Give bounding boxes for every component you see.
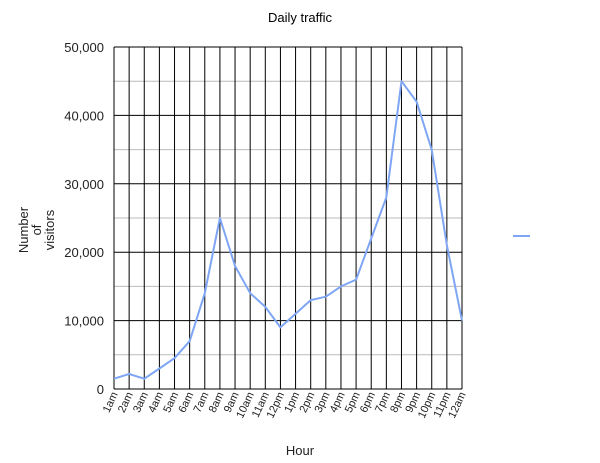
y-tick-label: 10,000 bbox=[64, 314, 104, 329]
y-tick-label: 40,000 bbox=[64, 108, 104, 123]
y-tick-label: 20,000 bbox=[64, 245, 104, 260]
y-axis-label-line: visitors bbox=[42, 209, 57, 250]
y-tick-label: 0 bbox=[97, 382, 104, 397]
y-axis-ticks: 0 10,000 20,000 30,000 40,000 50,000 bbox=[64, 40, 104, 397]
y-tick-label: 30,000 bbox=[64, 177, 104, 192]
y-axis-label-line: of bbox=[29, 224, 44, 235]
series-line bbox=[113, 80, 463, 380]
y-tick-label: 50,000 bbox=[64, 40, 104, 55]
x-axis-label: Hour bbox=[286, 443, 315, 458]
y-axis-label-line: Number bbox=[16, 206, 31, 253]
grid bbox=[113, 46, 463, 390]
chart-title: Daily traffic bbox=[268, 10, 333, 25]
x-axis-ticks: 1am2am3am4am5am6am7am8am9am10am11am12pm1… bbox=[101, 390, 469, 420]
plot-area bbox=[113, 80, 463, 380]
